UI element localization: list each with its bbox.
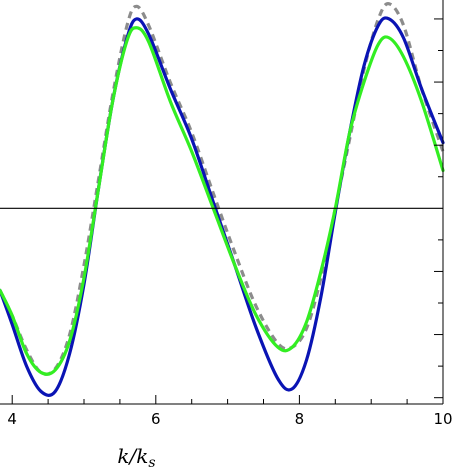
- series-line-1: [0, 2, 445, 376]
- x-axis-title-sub: s: [148, 455, 155, 471]
- x-tick-label: 4: [7, 410, 17, 428]
- labels-layer: 4 6 8 10: [7, 410, 452, 428]
- x-tick-label: 10: [433, 410, 452, 428]
- x-axis-title: k/ks: [117, 444, 155, 471]
- x-tick-label: 6: [151, 410, 161, 428]
- ticks-layer: [11, 18, 444, 404]
- series-line-2: [0, 16, 445, 397]
- x-tick-label: 8: [295, 410, 305, 428]
- series-line-3: [0, 26, 445, 376]
- x-axis-title-main: k/k: [117, 444, 148, 468]
- series-layer: [0, 2, 445, 397]
